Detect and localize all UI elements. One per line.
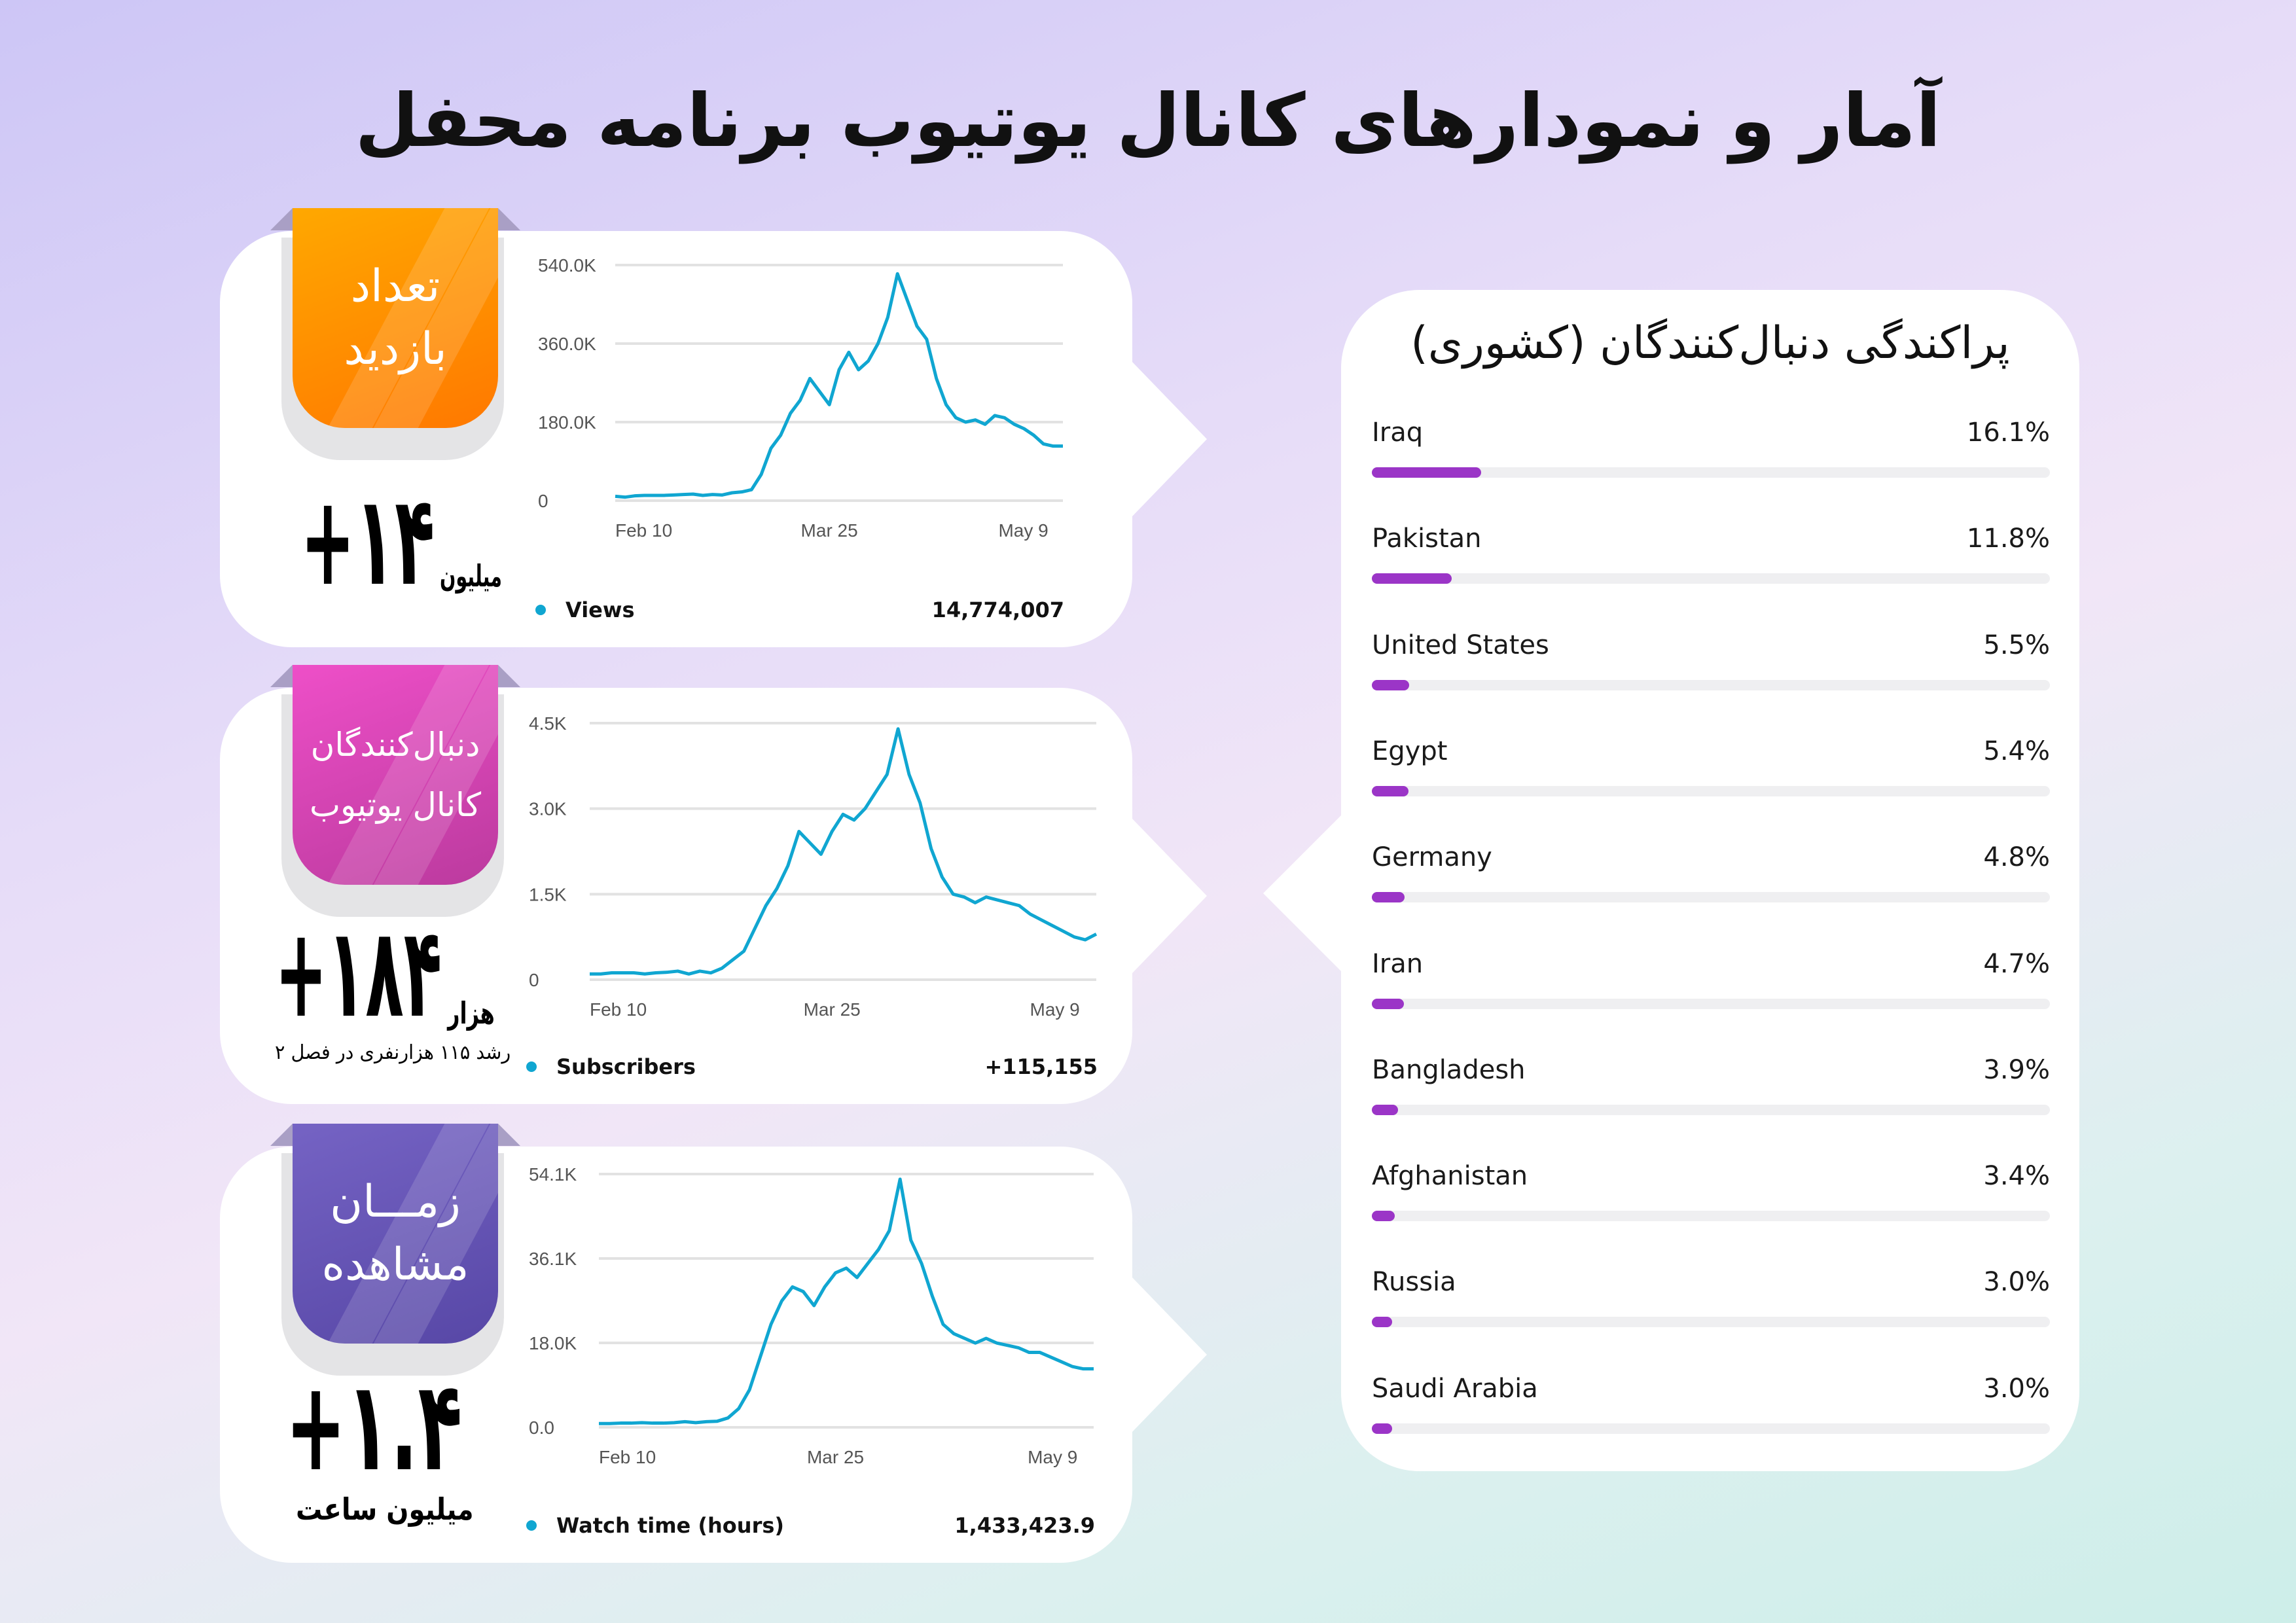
big-number-unit: میلیون [440, 558, 502, 594]
country-name: United States [1372, 630, 1549, 660]
country-percent: 3.4% [1983, 1161, 2050, 1192]
legend-dot-icon [535, 605, 546, 615]
card-pointer [1131, 361, 1207, 518]
country-name: Russia [1372, 1267, 1456, 1298]
badge-label: زمـــان [330, 1176, 461, 1228]
percent-bar-track [1372, 1104, 2050, 1115]
percent-bar-fill [1372, 679, 1409, 690]
percent-bar-fill [1372, 1104, 1399, 1115]
badge-label: تعداد [350, 260, 440, 312]
country-name: Saudi Arabia [1372, 1373, 1538, 1404]
series-total: 1,433,423.9 [954, 1513, 1095, 1538]
series-total: 14,774,007 [931, 597, 1064, 622]
percent-bar-fill [1372, 1317, 1393, 1328]
panel-title: پراکندگی دنبال‌کنندگان (کشوری) [1410, 317, 2010, 369]
badge-fold-right [498, 665, 520, 687]
percent-bar-track [1372, 467, 2050, 478]
percent-bar-track [1372, 1211, 2050, 1222]
legend-label: Views [565, 597, 635, 622]
percent-bar-fill [1372, 467, 1481, 478]
country-percent: 3.0% [1983, 1373, 2050, 1404]
card-badge: دنبال‌کنندگان کانال یوتیوب [293, 665, 498, 885]
badge-fold-left [270, 208, 293, 230]
country-name: Afghanistan [1372, 1161, 1528, 1192]
percent-bar-track [1372, 679, 2050, 690]
badge-label: کانال یوتیوب [309, 786, 482, 824]
badge-label: بازدید [344, 323, 447, 375]
percent-bar-track [1372, 573, 2050, 584]
country-distribution-panel: پراکندگی دنبال‌کنندگان (کشوری) Iraq 16.1%… [1341, 290, 2079, 1471]
chart-legend: Views [535, 597, 634, 622]
legend-dot-icon [526, 1520, 537, 1531]
chart-legend: Subscribers [526, 1054, 696, 1079]
country-percent: 5.5% [1983, 630, 2050, 660]
percent-bar-fill [1372, 892, 1405, 903]
percent-bar-fill [1372, 785, 1408, 796]
country-percent: 3.9% [1983, 1054, 2050, 1085]
card-pointer [1131, 817, 1207, 974]
percent-bar-track [1372, 1317, 2050, 1328]
country-percent: 4.7% [1983, 948, 2050, 979]
country-name: Bangladesh [1372, 1054, 1526, 1085]
card-pointer [1131, 1276, 1207, 1433]
country-name: Pakistan [1372, 524, 1482, 554]
chart-legend: Watch time (hours) [526, 1513, 784, 1538]
legend-label: Watch time (hours) [556, 1513, 785, 1538]
country-percent: 5.4% [1983, 736, 2050, 766]
country-name: Egypt [1372, 736, 1448, 766]
badge-label: دنبال‌کنندگان [310, 726, 480, 764]
percent-bar-fill [1372, 998, 1404, 1009]
page-title: آمار و نمودارهای کانال یوتیوب برنامه محف… [355, 79, 1941, 164]
panel-title-container: پراکندگی دنبال‌کنندگان (کشوری) [1341, 316, 2079, 371]
badge-fold-left [270, 1124, 293, 1146]
percent-bar-track [1372, 998, 2050, 1009]
series-total: +115,155 [984, 1054, 1098, 1079]
percent-bar-fill [1372, 1211, 1395, 1222]
big-number-unit: میلیون ساعت [296, 1491, 474, 1527]
country-name: Iran [1372, 948, 1424, 979]
country-percent: 3.0% [1983, 1267, 2050, 1298]
country-percent: 4.8% [1983, 842, 2050, 873]
legend-dot-icon [526, 1061, 537, 1072]
big-number-value: +۱۴ [300, 469, 435, 613]
badge-label: مشاهده [321, 1239, 469, 1291]
badge-fold-right [498, 1124, 520, 1146]
country-name: Germany [1372, 842, 1492, 873]
country-percent: 11.8% [1966, 524, 2050, 554]
badge-fold-left [270, 665, 293, 687]
big-number-value: +۱.۴ [285, 1354, 463, 1499]
country-percent: 16.1% [1966, 418, 2050, 448]
card-badge: تعداد بازدید [293, 208, 498, 428]
percent-bar-fill [1372, 1423, 1393, 1434]
big-number-unit: هزار [448, 995, 495, 1031]
percent-bar-track [1372, 1423, 2050, 1434]
percent-bar-fill [1372, 573, 1452, 584]
percent-bar-track [1372, 785, 2050, 796]
growth-note: رشد ۱۱۵ هزارنفری در فصل ۲ [275, 1041, 511, 1064]
badge-fold-right [498, 208, 520, 230]
country-name: Iraq [1372, 418, 1424, 448]
card-badge: زمـــان مشاهده [293, 1124, 498, 1344]
panel-pointer [1263, 815, 1342, 972]
percent-bar-track [1372, 892, 2050, 903]
legend-label: Subscribers [556, 1054, 696, 1079]
big-number-value: +۱۸۴ [275, 901, 442, 1045]
